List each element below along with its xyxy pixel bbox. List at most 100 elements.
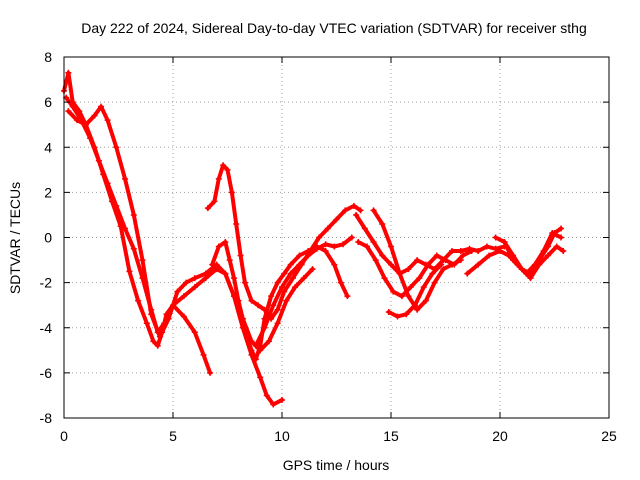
data-point (331, 243, 338, 250)
data-point (449, 261, 456, 268)
data-point (322, 241, 329, 248)
series-line (465, 231, 563, 276)
data-point (248, 297, 255, 304)
series-arc-8 (355, 239, 475, 300)
data-point (324, 225, 331, 232)
data-point (353, 211, 360, 218)
data-point (390, 288, 397, 295)
data-point (135, 297, 142, 304)
data-point (215, 243, 222, 250)
data-point (442, 257, 449, 264)
data-point (87, 135, 94, 142)
data-point (501, 239, 508, 246)
data-point (274, 306, 281, 313)
data-point (126, 268, 133, 275)
data-point (69, 103, 76, 110)
data-point (235, 297, 242, 304)
series-arc-10 (385, 261, 445, 320)
data-point (244, 333, 251, 340)
data-point (364, 243, 371, 250)
data-point (350, 202, 357, 209)
data-point (414, 257, 421, 264)
data-point (333, 216, 340, 223)
series-line (502, 226, 563, 276)
data-point (233, 220, 240, 227)
y-tick-label: 0 (44, 230, 52, 246)
data-point (342, 207, 349, 214)
y-tick-label: -4 (40, 320, 53, 336)
data-point (313, 245, 320, 252)
data-point (226, 257, 233, 264)
data-point (372, 257, 379, 264)
data-point (180, 293, 187, 300)
data-point (340, 241, 347, 248)
data-point (475, 261, 482, 268)
data-point (416, 275, 423, 282)
data-point (518, 266, 525, 273)
data-point (385, 308, 392, 315)
data-point (344, 293, 351, 300)
data-point (222, 239, 229, 246)
series-arc-7 (353, 211, 508, 277)
data-point (150, 338, 157, 345)
data-point (438, 261, 445, 268)
data-point (202, 270, 209, 277)
data-point (305, 252, 312, 259)
x-tick-label: 25 (601, 428, 617, 444)
data-point (143, 320, 150, 327)
data-point (475, 248, 482, 255)
data-point (429, 270, 436, 277)
y-tick-label: 2 (44, 184, 52, 200)
data-point (388, 243, 394, 250)
data-point (403, 311, 410, 318)
data-point (379, 220, 386, 227)
data-point (279, 396, 285, 403)
data-point (255, 302, 262, 309)
data-point (560, 248, 567, 255)
series-line (64, 95, 284, 407)
data-point (553, 243, 560, 250)
data-point (231, 275, 238, 282)
y-tick-label: -8 (40, 410, 53, 426)
data-point (263, 392, 270, 399)
data-point (464, 270, 471, 277)
x-axis-label: GPS time / hours (283, 457, 390, 473)
data-point (422, 297, 429, 304)
data-point (224, 166, 231, 173)
data-point (98, 103, 105, 110)
data-point (449, 248, 456, 255)
data-point (407, 284, 414, 291)
data-point (148, 311, 155, 318)
grid (64, 57, 609, 418)
data-point (252, 356, 259, 363)
data-point (348, 234, 355, 241)
data-point (211, 198, 218, 205)
data-point (65, 108, 72, 115)
data-point (558, 225, 565, 232)
data-point (431, 279, 438, 286)
data-point (65, 69, 72, 76)
data-point (379, 252, 386, 259)
data-point (156, 333, 163, 340)
data-point (287, 270, 294, 277)
series-arc-3 (65, 103, 316, 354)
data-point (309, 266, 316, 273)
data-point (154, 342, 161, 349)
data-point (180, 313, 187, 320)
data-point (191, 284, 198, 291)
chart-title: Day 222 of 2024, Sidereal Day-to-day VTE… (81, 20, 587, 36)
data-point (122, 175, 129, 182)
data-point (457, 248, 464, 255)
series-arc-9 (370, 207, 464, 313)
x-tick-label: 10 (274, 428, 290, 444)
data-point (207, 369, 214, 376)
data-series (61, 69, 567, 408)
data-point (296, 261, 303, 268)
data-point (237, 252, 244, 259)
data-point (215, 175, 222, 182)
data-point (130, 245, 137, 252)
data-point (420, 284, 427, 291)
data-point (492, 234, 499, 241)
data-point (165, 315, 172, 322)
